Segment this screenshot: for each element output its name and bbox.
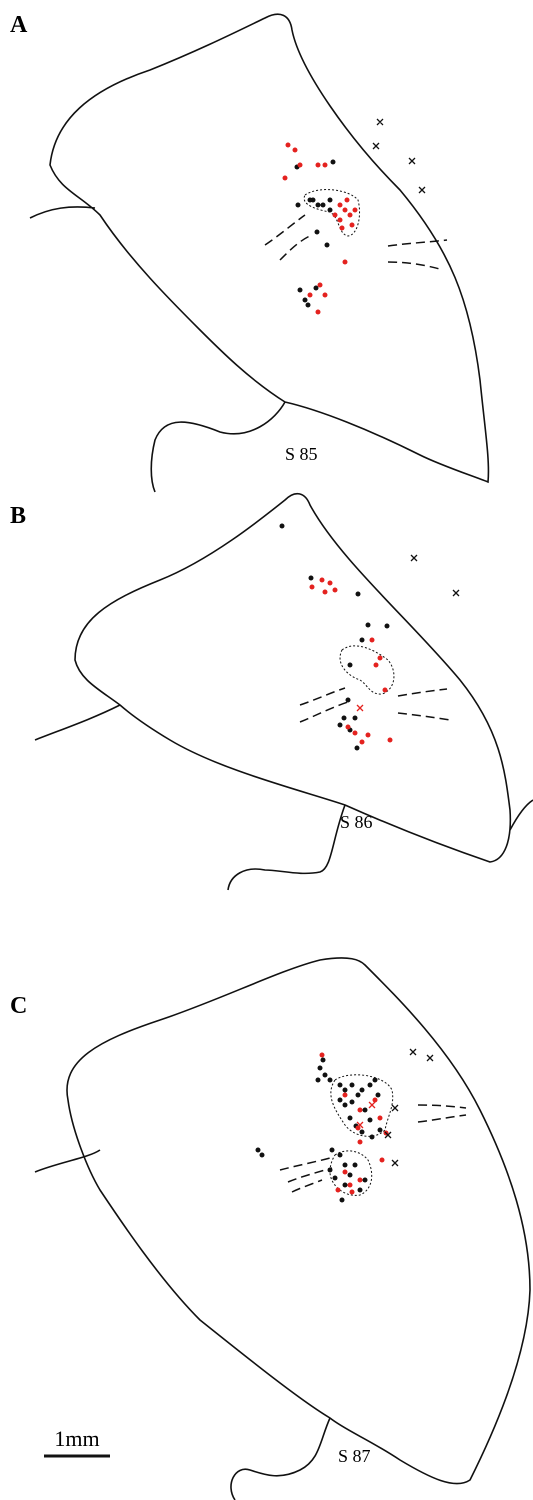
red-crosses bbox=[357, 705, 363, 711]
crosses bbox=[411, 555, 459, 596]
outline bbox=[35, 1150, 100, 1172]
outline bbox=[228, 805, 345, 890]
scale-bar: 1mm bbox=[44, 1426, 110, 1456]
section-label: S 85 bbox=[285, 444, 318, 464]
crosses bbox=[373, 119, 425, 193]
outline bbox=[510, 800, 533, 830]
red-dots bbox=[310, 578, 393, 745]
panel-label: A bbox=[10, 12, 28, 38]
outline bbox=[30, 207, 95, 218]
panel-label: C bbox=[10, 993, 27, 1019]
outline bbox=[151, 402, 285, 492]
outline bbox=[231, 1418, 330, 1500]
outline bbox=[75, 494, 510, 862]
panel-b: B S 86 bbox=[10, 494, 533, 890]
panel-a: A S 85 bbox=[10, 12, 488, 492]
dashed-line bbox=[280, 1105, 466, 1192]
red-crosses bbox=[357, 1102, 375, 1128]
red-dots bbox=[320, 1053, 389, 1195]
red-dots bbox=[283, 143, 358, 315]
black-dots bbox=[295, 160, 336, 308]
dotted-region bbox=[304, 190, 359, 236]
crosses bbox=[385, 1049, 433, 1166]
outline bbox=[50, 14, 488, 482]
panel-c: C S 87 bbox=[10, 958, 530, 1500]
panel-label: B bbox=[10, 503, 26, 529]
dashed-line bbox=[265, 215, 447, 270]
section-label: S 86 bbox=[340, 812, 373, 832]
dotted-region bbox=[340, 646, 394, 694]
dotted-region bbox=[330, 1075, 393, 1196]
figure: A S 85 B bbox=[0, 0, 533, 1500]
outline bbox=[35, 705, 120, 740]
black-dots bbox=[280, 524, 390, 751]
outline bbox=[67, 958, 530, 1484]
scale-bar-label: 1mm bbox=[54, 1426, 99, 1451]
section-label: S 87 bbox=[338, 1446, 371, 1466]
